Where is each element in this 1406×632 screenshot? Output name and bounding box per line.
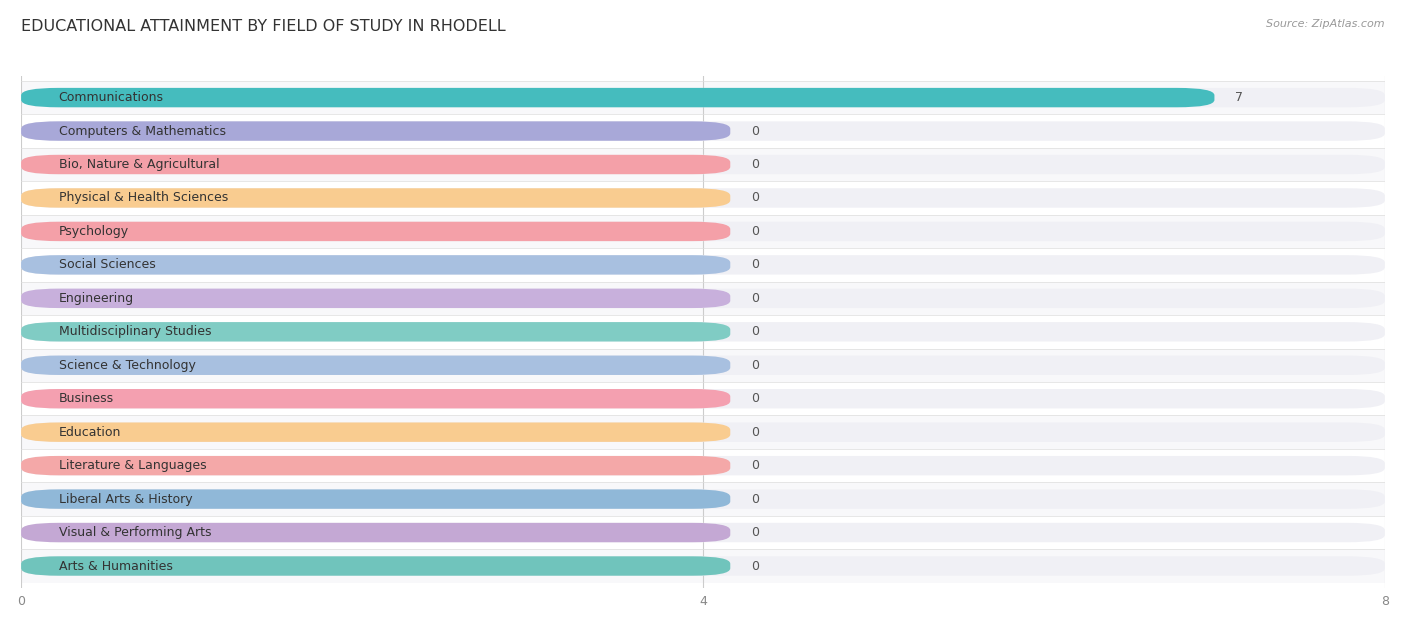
Text: 0: 0	[751, 392, 759, 405]
Text: Visual & Performing Arts: Visual & Performing Arts	[59, 526, 211, 539]
Text: 0: 0	[751, 125, 759, 138]
Text: Science & Technology: Science & Technology	[59, 359, 195, 372]
FancyBboxPatch shape	[21, 415, 1385, 449]
FancyBboxPatch shape	[21, 121, 730, 141]
FancyBboxPatch shape	[21, 389, 1385, 408]
FancyBboxPatch shape	[21, 282, 1385, 315]
FancyBboxPatch shape	[21, 456, 1385, 475]
FancyBboxPatch shape	[21, 215, 1385, 248]
Text: 0: 0	[751, 459, 759, 472]
FancyBboxPatch shape	[21, 255, 1385, 274]
Text: Computers & Mathematics: Computers & Mathematics	[59, 125, 225, 138]
Text: Psychology: Psychology	[59, 225, 129, 238]
Text: EDUCATIONAL ATTAINMENT BY FIELD OF STUDY IN RHODELL: EDUCATIONAL ATTAINMENT BY FIELD OF STUDY…	[21, 19, 506, 34]
Text: 0: 0	[751, 526, 759, 539]
FancyBboxPatch shape	[21, 389, 730, 408]
Text: 0: 0	[751, 559, 759, 573]
FancyBboxPatch shape	[21, 422, 1385, 442]
FancyBboxPatch shape	[21, 556, 1385, 576]
FancyBboxPatch shape	[21, 222, 730, 241]
FancyBboxPatch shape	[21, 489, 730, 509]
FancyBboxPatch shape	[21, 222, 1385, 241]
FancyBboxPatch shape	[21, 114, 1385, 148]
FancyBboxPatch shape	[21, 482, 1385, 516]
FancyBboxPatch shape	[21, 489, 1385, 509]
Text: Physical & Health Sciences: Physical & Health Sciences	[59, 191, 228, 205]
Text: Education: Education	[59, 426, 121, 439]
Text: Social Sciences: Social Sciences	[59, 258, 155, 271]
Text: 0: 0	[751, 191, 759, 205]
FancyBboxPatch shape	[21, 315, 1385, 348]
Text: 0: 0	[751, 158, 759, 171]
FancyBboxPatch shape	[21, 188, 730, 208]
Text: Business: Business	[59, 392, 114, 405]
FancyBboxPatch shape	[21, 516, 1385, 549]
FancyBboxPatch shape	[21, 549, 1385, 583]
FancyBboxPatch shape	[21, 289, 1385, 308]
FancyBboxPatch shape	[21, 155, 730, 174]
FancyBboxPatch shape	[21, 449, 1385, 482]
FancyBboxPatch shape	[21, 523, 1385, 542]
FancyBboxPatch shape	[21, 155, 1385, 174]
FancyBboxPatch shape	[21, 88, 1215, 107]
Text: Bio, Nature & Agricultural: Bio, Nature & Agricultural	[59, 158, 219, 171]
FancyBboxPatch shape	[21, 148, 1385, 181]
FancyBboxPatch shape	[21, 356, 730, 375]
FancyBboxPatch shape	[21, 289, 730, 308]
Text: 0: 0	[751, 492, 759, 506]
Text: Source: ZipAtlas.com: Source: ZipAtlas.com	[1267, 19, 1385, 29]
Text: Multidisciplinary Studies: Multidisciplinary Studies	[59, 325, 211, 338]
FancyBboxPatch shape	[21, 181, 1385, 215]
Text: Engineering: Engineering	[59, 292, 134, 305]
Text: 0: 0	[751, 359, 759, 372]
FancyBboxPatch shape	[21, 456, 730, 475]
Text: 0: 0	[751, 426, 759, 439]
FancyBboxPatch shape	[21, 382, 1385, 415]
FancyBboxPatch shape	[21, 121, 1385, 141]
FancyBboxPatch shape	[21, 81, 1385, 114]
FancyBboxPatch shape	[21, 255, 730, 274]
FancyBboxPatch shape	[21, 348, 1385, 382]
FancyBboxPatch shape	[21, 322, 1385, 341]
Text: 0: 0	[751, 225, 759, 238]
Text: Arts & Humanities: Arts & Humanities	[59, 559, 173, 573]
Text: Literature & Languages: Literature & Languages	[59, 459, 207, 472]
Text: 0: 0	[751, 258, 759, 271]
Text: 0: 0	[751, 292, 759, 305]
FancyBboxPatch shape	[21, 523, 730, 542]
FancyBboxPatch shape	[21, 322, 730, 341]
Text: 0: 0	[751, 325, 759, 338]
Text: Communications: Communications	[59, 91, 163, 104]
FancyBboxPatch shape	[21, 422, 730, 442]
FancyBboxPatch shape	[21, 556, 730, 576]
FancyBboxPatch shape	[21, 188, 1385, 208]
FancyBboxPatch shape	[21, 248, 1385, 282]
Text: Liberal Arts & History: Liberal Arts & History	[59, 492, 193, 506]
Text: 7: 7	[1234, 91, 1243, 104]
FancyBboxPatch shape	[21, 88, 1385, 107]
FancyBboxPatch shape	[21, 356, 1385, 375]
